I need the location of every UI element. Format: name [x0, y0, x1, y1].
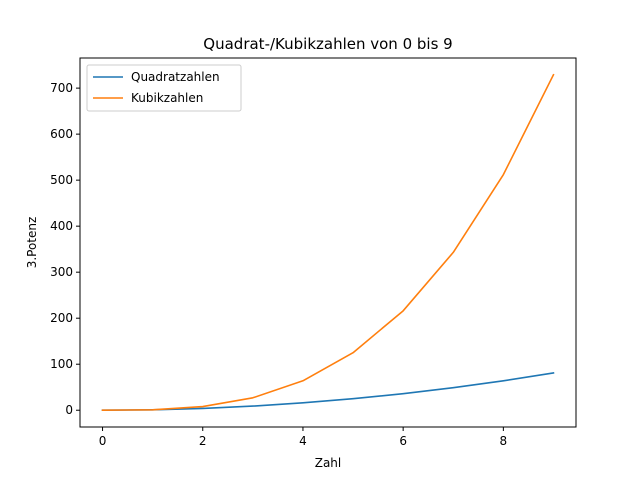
y-axis-label: 3.Potenz — [25, 217, 39, 269]
y-tick-label-700: 700 — [50, 81, 73, 95]
y-tick-label-200: 200 — [50, 311, 73, 325]
y-tick-label-400: 400 — [50, 219, 73, 233]
y-axis: 0 100 200 300 400 500 600 700 — [50, 81, 80, 417]
y-tick-label-600: 600 — [50, 127, 73, 141]
x-tick-label-6: 6 — [399, 434, 407, 448]
legend-box — [86, 64, 242, 112]
y-tick-label-100: 100 — [50, 357, 73, 371]
y-tick-label-500: 500 — [50, 173, 73, 187]
y-tick-label-0: 0 — [65, 403, 73, 417]
series-line-quadratzahlen — [101, 372, 555, 412]
series-line-kubikzahlen — [101, 73, 555, 412]
chart-title: Quadrat-/Kubikzahlen von 0 bis 9 — [203, 35, 452, 53]
x-tick-label-8: 8 — [500, 434, 508, 448]
legend-label-quadratzahlen: Quadratzahlen — [131, 70, 220, 84]
y-tick-label-300: 300 — [50, 265, 73, 279]
legend: Quadratzahlen Kubikzahlen — [86, 64, 242, 112]
x-tick-label-0: 0 — [99, 434, 107, 448]
x-tick-label-4: 4 — [299, 434, 307, 448]
series-layer — [101, 73, 555, 412]
x-axis: 0 2 4 6 8 — [99, 427, 507, 448]
x-tick-label-2: 2 — [199, 434, 207, 448]
x-axis-label: Zahl — [315, 456, 342, 470]
legend-label-kubikzahlen: Kubikzahlen — [131, 91, 203, 105]
plot-frame — [79, 57, 577, 428]
